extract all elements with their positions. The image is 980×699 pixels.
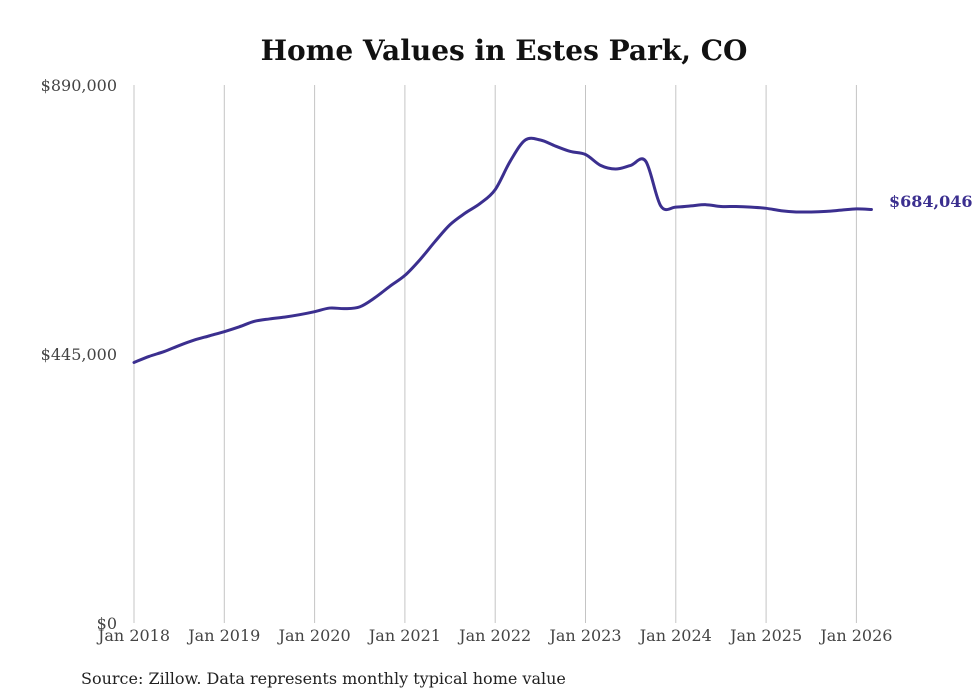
x-tick-label: Jan 2023 <box>547 626 621 645</box>
series-line-home-value <box>132 136 873 364</box>
x-tick-label: Jan 2021 <box>367 626 441 645</box>
last-value-label: $684,046 <box>889 192 973 211</box>
x-tick-label: Jan 2026 <box>818 626 892 645</box>
gridlines <box>133 85 857 623</box>
y-tick-label: $0 <box>97 614 117 633</box>
x-axis: Jan 2018 Jan 2019 Jan 2020 Jan 2021 Jan 2022… <box>96 626 892 645</box>
y-tick-label: $890,000 <box>41 76 117 95</box>
chart-title: Home Values in Estes Park, CO <box>261 34 748 67</box>
x-tick-label: Jan 2024 <box>638 626 712 645</box>
x-tick-label: Jan 2019 <box>186 626 260 645</box>
y-axis: $0 $445,000 $890,000 <box>41 76 117 633</box>
x-tick-label: Jan 2025 <box>728 626 802 645</box>
x-tick-label: Jan 2018 <box>96 626 170 645</box>
y-tick-label: $445,000 <box>41 345 117 364</box>
x-tick-label: Jan 2022 <box>457 626 531 645</box>
source-note: Source: Zillow. Data represents monthly … <box>81 669 566 688</box>
x-tick-label: Jan 2020 <box>277 626 351 645</box>
